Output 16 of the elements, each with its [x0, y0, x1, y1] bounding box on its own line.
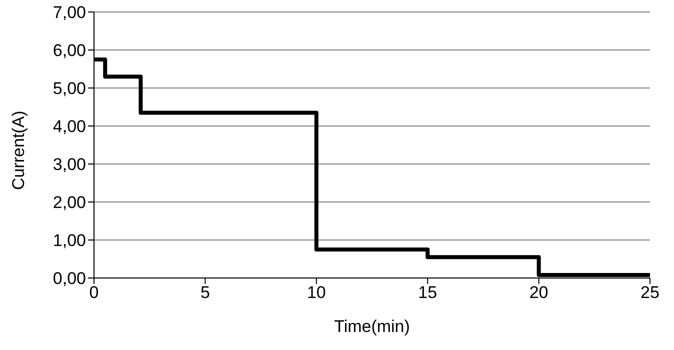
- y-tick-label: 4,00: [52, 117, 86, 136]
- x-axis-title: Time(min): [334, 317, 410, 336]
- y-tick-label: 1,00: [52, 231, 86, 250]
- x-tick-label: 15: [418, 283, 438, 302]
- y-tick-label: 2,00: [52, 193, 86, 212]
- x-tick-label: 5: [200, 283, 210, 302]
- y-tick-label: 5,00: [52, 79, 86, 98]
- x-tick-label: 25: [640, 283, 660, 302]
- x-tick-label: 20: [529, 283, 548, 302]
- y-tick-label: 3,00: [52, 155, 86, 174]
- x-tick-label: 10: [306, 283, 326, 302]
- y-tick-label: 7,00: [52, 3, 86, 22]
- y-axis-title: Current(A): [9, 110, 28, 190]
- y-tick-label: 6,00: [52, 41, 86, 60]
- y-tick-label: 0,00: [52, 269, 86, 288]
- x-tick-label: 0: [89, 283, 99, 302]
